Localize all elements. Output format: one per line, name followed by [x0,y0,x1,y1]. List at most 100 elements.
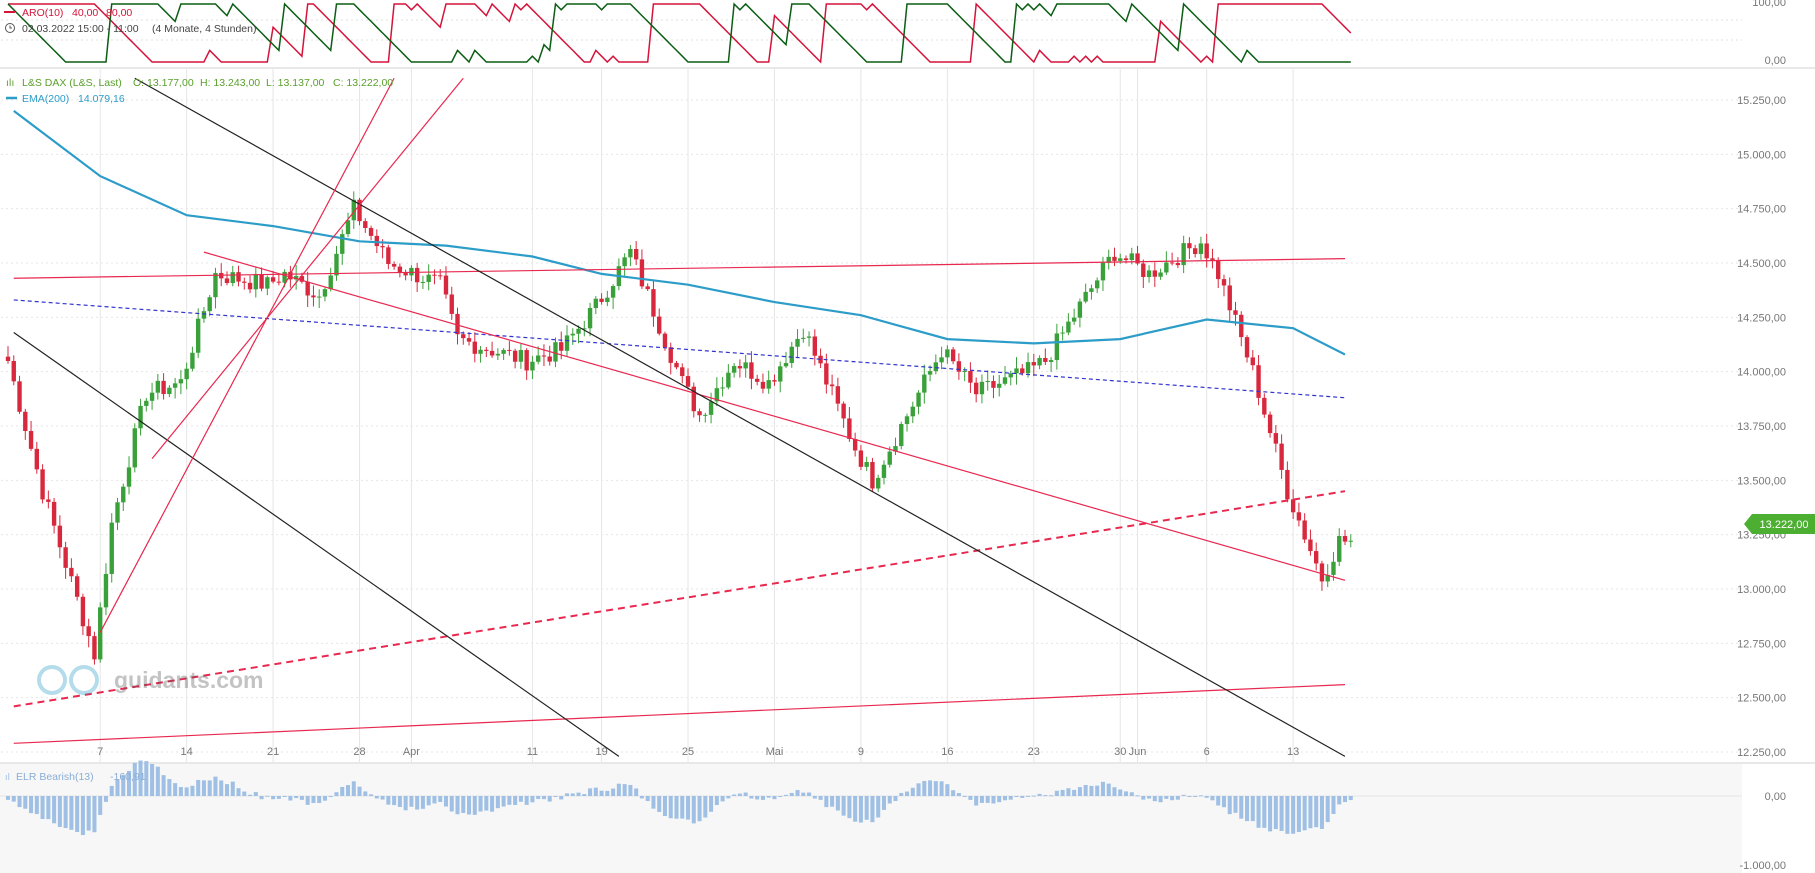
candle-body [317,296,322,298]
candle-body [1244,337,1250,358]
clock-hand-icon [9,25,12,29]
candle-body [622,257,627,267]
trendline[interactable] [151,77,464,459]
elr-bar [974,796,979,806]
elr-bar [766,796,771,798]
candle-body [1267,414,1273,434]
candle-body [103,573,109,608]
candle-body [311,295,316,298]
candle-body [1129,253,1134,261]
trendline[interactable] [13,258,1346,279]
elr-bar [956,793,961,796]
candle-body [973,382,979,395]
candle-body [593,298,599,308]
candle-body [1302,520,1307,540]
elr-bar [1233,796,1238,813]
elr-bar [709,796,714,812]
elr-legend: ıl ELR Bearish(13) -160,91 [5,771,146,783]
candle-body [697,411,702,416]
candle-body [772,380,777,382]
ohlc-open: O: 13.177,00 [133,77,194,89]
candle-body [420,281,426,283]
candle-body [1048,360,1054,362]
candle-body [778,366,783,382]
candle-body [812,336,818,356]
candle-body [1204,243,1209,259]
elr-bar [686,796,691,820]
trendline[interactable] [134,77,1346,757]
candle-body [276,281,282,283]
aroon-tick-100: 100,00 [1752,0,1786,9]
candle-body [968,370,973,383]
elr-bar [340,786,345,796]
elr-bar [294,796,299,799]
candle-body [818,355,823,364]
elr-bar [1314,796,1319,828]
elr-bar [184,787,189,796]
elr-bar [507,796,512,805]
price-tick-label: 15.000,00 [1737,149,1786,161]
current-price-marker: 13.222,00 [1744,514,1815,534]
elr-bar [98,796,103,815]
elr-bar [812,796,817,799]
elr-bar [397,796,402,808]
price-tag-value: 13.222,00 [1760,519,1809,531]
elr-bar [881,796,886,810]
candle-body [685,376,691,387]
elr-bar [1147,796,1152,799]
elr-bar [559,796,564,800]
candle-body [409,267,414,276]
candle-body [74,576,80,597]
candle-body [144,400,149,406]
elr-bar [755,796,760,800]
elr-bar [311,796,316,803]
elr-bar [830,796,835,807]
candle-body [288,271,293,280]
elr-bar [1072,789,1077,796]
trendline[interactable] [13,299,1346,399]
elr-bar [714,796,719,806]
candle-body [449,294,454,314]
trendlines[interactable] [13,77,1346,757]
elr-bar [1342,796,1348,803]
price-grid [1,69,1742,762]
candle-body [1020,368,1025,374]
elr-bar [75,796,80,832]
candle-body [1250,357,1255,366]
candle-body [703,414,708,416]
candle-body [51,501,57,526]
elr-bar [443,796,448,807]
candle-body [374,235,380,247]
candle-body [887,451,892,465]
candle-body [265,277,270,289]
elr-bar [121,775,126,796]
elr-bar [933,781,938,796]
elr-bar [997,796,1002,803]
trendline[interactable] [13,684,1346,744]
elr-bar [1239,796,1244,819]
candle-body [904,416,910,425]
candle-body [438,275,443,277]
trendline[interactable] [13,490,1346,708]
candle-body [115,502,120,523]
elr-bar [547,796,552,802]
elr-name: ELR Bearish(13) [16,771,94,783]
elr-histogram [5,760,1353,836]
elr-bar [616,783,621,796]
candle-body [829,384,835,387]
candle-body [1331,561,1336,575]
elr-bar [1268,796,1273,832]
elr-bar [86,796,91,831]
trendline[interactable] [203,251,1346,581]
trendline[interactable] [99,77,395,633]
candle-body [1135,253,1140,264]
elr-bar [1077,787,1082,796]
time-axis: 7 14 21 28 Apr 11 19 25 Mai 9 16 23 30 Jun 6 13 [97,746,1299,758]
trendline[interactable] [13,332,620,757]
candle-body [495,353,501,356]
elr-bar [634,788,639,796]
candle-body [847,418,852,439]
elr-bar [1227,796,1232,815]
ema-200-line [13,110,1346,356]
